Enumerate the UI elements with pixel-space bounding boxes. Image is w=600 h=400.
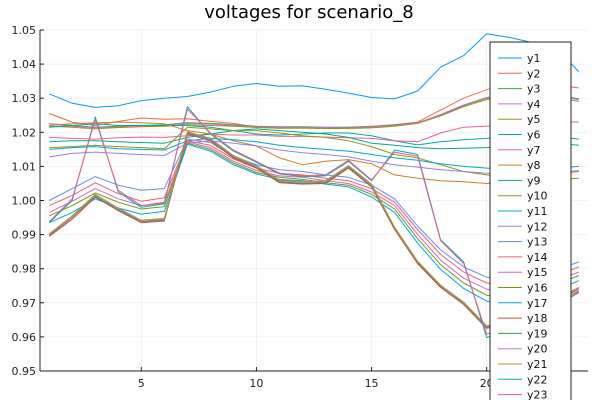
y-tick-label: 1.02 xyxy=(12,126,37,139)
x-tick-label: 5 xyxy=(138,377,145,390)
y-tick-label: 1.03 xyxy=(12,92,37,105)
legend: y1 y2 y3 y4 y5 y6 y7 y8 y9 y10 y11 y12 y13 y14 y15 y16 y… xyxy=(489,41,572,400)
y-tick-label: 1.01 xyxy=(12,160,37,173)
legend-label-y15: y15 xyxy=(527,266,548,279)
legend-label-y8: y8 xyxy=(527,159,541,172)
series-line-y1 xyxy=(49,33,580,108)
legend-label-y22: y22 xyxy=(527,373,548,386)
y-tick-label: 0.97 xyxy=(12,297,37,310)
legend-label-y17: y17 xyxy=(527,297,548,310)
legend-label-y9: y9 xyxy=(527,174,541,187)
legend-label-y20: y20 xyxy=(527,343,548,356)
legend-label-y16: y16 xyxy=(527,282,548,295)
y-tick-label: 0.96 xyxy=(12,331,37,344)
legend-label-y10: y10 xyxy=(527,190,548,203)
legend-label-y21: y21 xyxy=(527,358,548,371)
legend-label-y14: y14 xyxy=(527,251,548,264)
y-tick-label: 1.00 xyxy=(12,195,37,208)
y-tick-label: 0.98 xyxy=(12,263,37,276)
legend-label-y12: y12 xyxy=(527,220,548,233)
legend-box xyxy=(489,41,572,400)
legend-label-y4: y4 xyxy=(527,98,541,111)
y-axis-ticks: 0.95 0.96 0.97 0.98 0.99 1.00 1.01 1.02 1.03 1.04… xyxy=(12,24,44,378)
chart-title: voltages for scenario_8 xyxy=(204,2,413,23)
legend-label-y13: y13 xyxy=(527,236,548,249)
y-tick-label: 0.95 xyxy=(12,365,37,378)
legend-label-y1: y1 xyxy=(527,52,541,65)
legend-label-y2: y2 xyxy=(527,67,541,80)
x-tick-label: 15 xyxy=(365,377,379,390)
y-tick-label: 1.05 xyxy=(12,24,37,37)
y-tick-label: 0.99 xyxy=(12,229,37,242)
legend-label-y6: y6 xyxy=(527,129,541,142)
legend-label-y23: y23 xyxy=(527,389,548,400)
legend-label-y11: y11 xyxy=(527,205,548,218)
legend-label-y19: y19 xyxy=(527,327,548,340)
legend-label-y3: y3 xyxy=(527,83,541,96)
x-axis-ticks: 5 10 15 20 xyxy=(138,367,494,390)
x-tick-label: 10 xyxy=(249,377,263,390)
legend-label-y7: y7 xyxy=(527,144,541,157)
legend-label-y5: y5 xyxy=(527,113,541,126)
legend-label-y18: y18 xyxy=(527,312,548,325)
y-tick-label: 1.04 xyxy=(12,58,37,71)
